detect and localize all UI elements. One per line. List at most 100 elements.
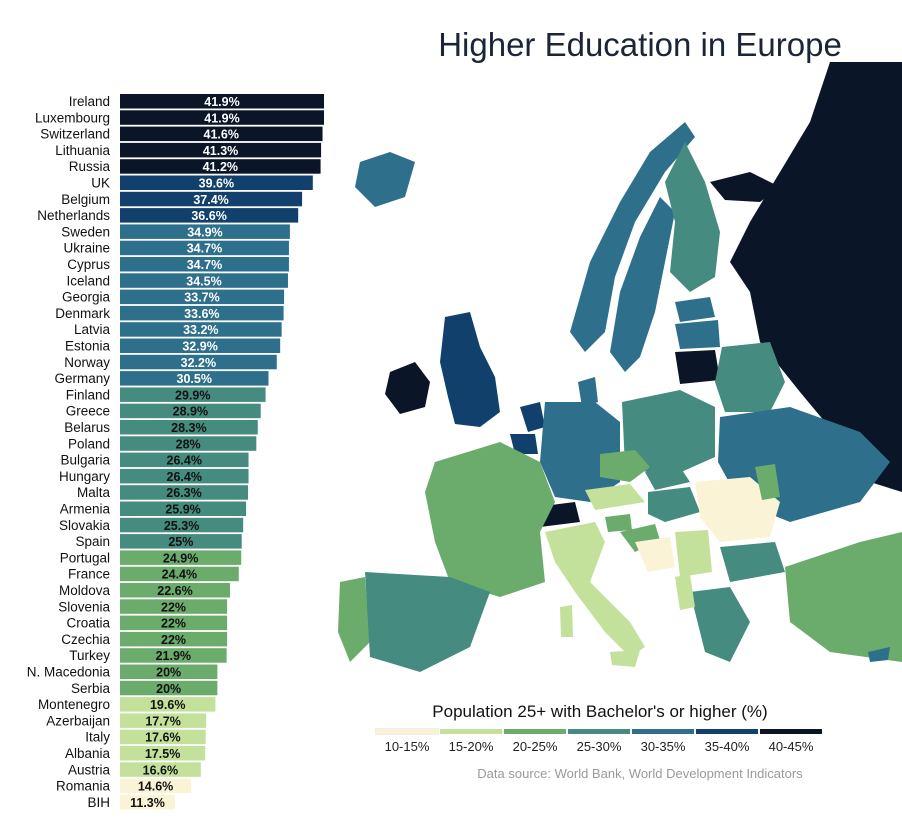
legend-item: 15-20% <box>440 729 502 754</box>
bar-russia <box>120 159 321 174</box>
category-label: UK <box>91 176 110 191</box>
value-label: 41.9% <box>204 95 239 109</box>
map-region-lithuania <box>675 350 720 384</box>
bar-bih <box>120 794 176 810</box>
map-region-bulgaria <box>720 542 785 582</box>
value-label: 24.9% <box>163 551 198 565</box>
map-region-sardinia <box>560 605 573 637</box>
category-label: Switzerland <box>40 127 110 142</box>
bar-romania <box>120 778 192 794</box>
map-region-croatia <box>620 524 660 552</box>
category-label: Italy <box>85 730 110 745</box>
map-region-uk <box>440 312 500 427</box>
map-region-cyprus <box>868 647 890 662</box>
bar-croatia <box>120 615 228 631</box>
legend: 10-15% 15-20% 20-25% 25-30% 30-35% 35-40% 40-4… <box>375 728 828 757</box>
value-label: 14.6% <box>138 780 173 794</box>
map-region-spain <box>365 572 490 672</box>
chart-title: Higher Education in Europe <box>438 26 842 63</box>
legend-item: 40-45% <box>760 729 822 754</box>
value-label: 41.6% <box>204 128 239 142</box>
category-label: Romania <box>56 779 111 794</box>
category-label: Hungary <box>59 469 110 484</box>
map-region-hungary <box>648 487 700 522</box>
value-label: 33.7% <box>184 291 219 305</box>
value-label: 17.7% <box>145 714 180 728</box>
category-label: Slovakia <box>59 518 111 533</box>
value-label: 25.3% <box>164 519 199 533</box>
bar-malta <box>120 485 249 500</box>
bar-luxembourg <box>120 110 324 125</box>
value-label: 21.9% <box>156 649 191 663</box>
category-label: Montenegro <box>38 697 110 712</box>
bar-iceland <box>120 273 288 288</box>
map-region-ireland <box>385 362 430 414</box>
value-label: 22% <box>161 633 186 647</box>
legend-item: 30-35% <box>632 729 694 754</box>
bar-lithuania <box>120 142 322 158</box>
category-label: Ireland <box>69 94 110 109</box>
value-label: 19.6% <box>150 698 185 712</box>
bar-slovakia <box>120 517 244 533</box>
category-label: France <box>68 567 110 582</box>
value-label: 22% <box>161 600 186 614</box>
category-label: Bulgaria <box>60 453 110 468</box>
bar-spain <box>120 534 242 549</box>
category-label: Croatia <box>66 616 110 631</box>
category-label: Estonia <box>65 339 111 354</box>
bar-estonia <box>120 338 281 353</box>
value-label: 34.5% <box>186 274 221 288</box>
legend-swatch <box>696 729 758 734</box>
value-label: 36.6% <box>191 209 226 223</box>
map-region-bih <box>635 537 675 572</box>
bar-bulgaria <box>120 452 249 468</box>
bar-greece <box>120 403 261 419</box>
category-label: Austria <box>68 762 111 777</box>
legend-label: 10-15% <box>384 739 430 754</box>
value-label: 29.9% <box>175 388 210 402</box>
map-region-moldova <box>755 464 780 500</box>
map-region-romania <box>695 477 780 542</box>
bar-france <box>120 566 239 582</box>
category-label: Cyprus <box>67 257 110 272</box>
value-label: 34.7% <box>187 242 222 256</box>
bar-austria <box>120 762 201 777</box>
value-label: 28.3% <box>171 421 206 435</box>
map-region-greece <box>690 587 750 662</box>
value-label: 28.9% <box>173 405 208 419</box>
category-label: Spain <box>75 534 110 549</box>
category-label: Poland <box>68 436 110 451</box>
legend-label: 20-25% <box>512 739 558 754</box>
value-label: 39.6% <box>199 177 234 191</box>
category-label: Iceland <box>66 273 110 288</box>
legend-item: 25-30% <box>568 729 630 754</box>
bar-slovenia <box>120 599 228 614</box>
category-label: Lithuania <box>55 143 110 158</box>
legend-swatch <box>504 729 566 734</box>
value-label: 20% <box>156 682 181 696</box>
map-region-poland <box>622 390 715 477</box>
value-label: 30.5% <box>177 372 212 386</box>
map-region-latvia <box>675 320 720 349</box>
bar-ireland <box>120 94 324 109</box>
legend-title: Population 25+ with Bachelor's or higher… <box>432 702 768 721</box>
category-label: Finland <box>66 387 110 402</box>
category-label: Azerbaijan <box>46 713 110 728</box>
map-region-russia-north <box>710 172 780 202</box>
bar-ukraine <box>120 240 289 256</box>
bar-chart: Ireland 41.9% Luxembourg 41.9% Switzerland 41… <box>27 94 324 810</box>
bar-serbia <box>120 680 218 696</box>
bar-montenegro <box>120 697 216 712</box>
legend-item: 35-40% <box>696 729 758 754</box>
europe-choropleth-map <box>338 62 902 672</box>
category-label: Moldova <box>59 583 111 598</box>
value-label: 33.2% <box>183 323 218 337</box>
category-label: Serbia <box>71 681 111 696</box>
value-label: 22.6% <box>157 584 192 598</box>
value-label: 41.2% <box>203 160 238 174</box>
map-region-serbia <box>675 530 712 577</box>
category-label: BIH <box>87 795 110 810</box>
map-region-slovakia <box>645 467 690 490</box>
map-region-norway <box>570 122 695 352</box>
value-label: 41.3% <box>203 144 238 158</box>
